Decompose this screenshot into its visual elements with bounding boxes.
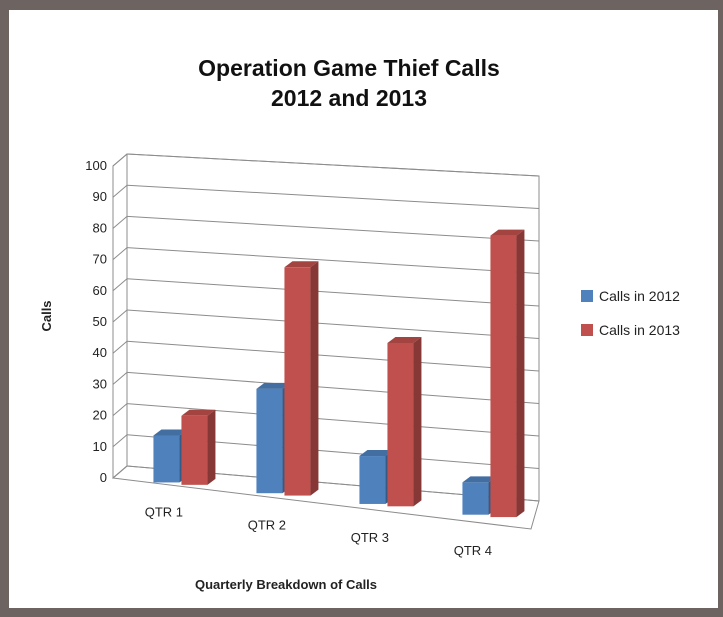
bar-front: [153, 435, 180, 483]
bar-front: [490, 235, 517, 518]
bar-top: [490, 229, 525, 236]
bar-calls-in-2013-qtr-4: [490, 229, 525, 518]
gridline: [126, 340, 540, 372]
bar-top: [284, 261, 319, 268]
gridline-side: [112, 465, 128, 479]
y-axis-ticks: 0 10 20 30 40 50 60 70 80 90 100: [85, 158, 107, 485]
bar-front: [181, 415, 208, 485]
bar-top: [359, 450, 394, 457]
chart-title-line-2: 2012 and 2013: [271, 85, 427, 111]
bar-top: [181, 409, 216, 416]
gridline: [126, 215, 540, 242]
x-tick-label: QTR 3: [351, 530, 389, 545]
chart-panel: Operation Game Thief Calls 2012 and 2013…: [9, 10, 718, 608]
gridline-side: [112, 278, 128, 292]
gridline: [126, 309, 540, 339]
y-tick-label: 40: [93, 345, 107, 360]
gridline: [126, 247, 540, 274]
bar-side: [516, 229, 525, 518]
gridline-side: [112, 309, 128, 323]
legend-label: Calls in 2012: [599, 288, 680, 304]
gridline-side: [112, 403, 128, 416]
y-tick-label: 60: [93, 283, 107, 298]
bar-side: [413, 336, 422, 507]
legend: Calls in 2012 Calls in 2013: [581, 288, 680, 338]
y-tick-label: 80: [93, 220, 107, 235]
gridline-side: [112, 153, 128, 167]
x-tick-label: QTR 2: [248, 517, 286, 532]
gridline-side: [112, 372, 128, 385]
bar-top: [153, 429, 188, 436]
y-tick-label: 0: [100, 470, 107, 485]
gridline-side: [112, 340, 128, 354]
y-tick-label: 20: [93, 408, 107, 423]
gridline: [126, 184, 540, 209]
y-tick-label: 10: [93, 439, 107, 454]
gridline: [126, 371, 540, 404]
bar-side: [310, 261, 319, 496]
gridline-side: [112, 247, 128, 260]
y-tick-label: 50: [93, 314, 107, 329]
bar-front: [256, 388, 283, 494]
legend-label: Calls in 2013: [599, 322, 680, 338]
y-axis-title: Calls: [39, 300, 54, 331]
bar-calls-in-2013-qtr-2: [284, 261, 319, 496]
y-tick-label: 100: [85, 158, 107, 173]
bar-side: [207, 409, 216, 485]
chart-title-line-1: Operation Game Thief Calls: [198, 55, 500, 81]
x-tick-label: QTR 4: [454, 543, 492, 558]
x-axis-title: Quarterly Breakdown of Calls: [195, 577, 377, 592]
bar-calls-in-2013-qtr-1: [181, 409, 216, 485]
gridline: [126, 278, 540, 307]
y-tick-label: 90: [93, 189, 107, 204]
legend-swatch: [581, 324, 593, 336]
bar-top: [462, 476, 497, 483]
bar-front: [284, 267, 311, 496]
gridline-side: [112, 184, 128, 198]
bars: [153, 229, 525, 518]
bar-chart: Operation Game Thief Calls 2012 and 2013…: [39, 55, 680, 592]
y-tick-label: 30: [93, 376, 107, 391]
gridline: [126, 403, 540, 437]
gridline-side: [112, 216, 128, 229]
bar-top: [387, 336, 422, 343]
bar-front: [359, 456, 386, 504]
y-tick-label: 70: [93, 252, 107, 267]
gridline-side: [112, 434, 128, 448]
x-axis-categories: QTR 1 QTR 2 QTR 3 QTR 4: [145, 505, 492, 558]
bar-front: [387, 342, 414, 507]
gridline: [126, 153, 540, 177]
chart-title: Operation Game Thief Calls 2012 and 2013: [198, 55, 500, 111]
bar-front: [462, 482, 489, 515]
legend-swatch: [581, 290, 593, 302]
bar-top: [256, 382, 291, 389]
bar-calls-in-2013-qtr-3: [387, 336, 422, 507]
x-tick-label: QTR 1: [145, 505, 183, 520]
